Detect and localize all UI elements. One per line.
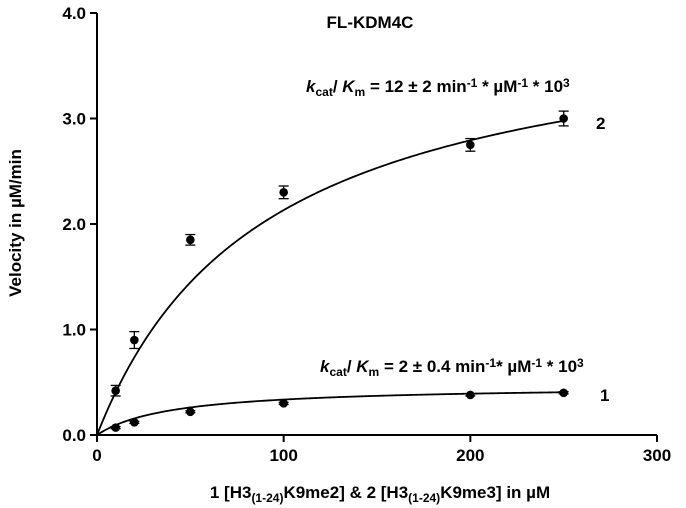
data-point-series-1 [130,418,139,427]
x-tick-label: 0 [92,446,101,465]
data-point-series-1 [279,399,288,408]
data-point-series-2 [466,140,475,150]
data-point-series-2 [111,386,120,395]
y-tick-label: 0.0 [62,426,86,445]
data-point-series-2 [559,114,568,123]
fit-curve-series-1 [96,391,564,436]
data-point-series-2 [279,188,288,197]
series-2-label: 2 [596,114,605,133]
series-1-label: 1 [600,386,609,405]
x-tick-label: 300 [643,446,671,465]
chart-title: FL-KDM4C [327,13,414,32]
data-point-series-2 [186,235,195,245]
ticks: 0.0 1.0 2.0 3.0 4.0 0 100 200 300 [62,4,671,465]
x-axis-label: 1 [H3(1-24)K9me2] & 2 [H3(1-24)K9me3] in… [210,483,550,505]
series-2-kinetics-annotation: kcat/ Km = 12 ± 2 min-1 * µM-1 * 103 [306,76,570,98]
data-point-series-1 [111,423,120,432]
data-point-series-2 [130,335,139,345]
series-1-kinetics-annotation: kcat/ Km = 2 ± 0.4 min-1* µM-1 * 103 [320,356,584,378]
y-tick-label: 1.0 [62,321,86,340]
x-tick-label: 200 [456,446,484,465]
y-axis-label: Velocity in µM/min [6,149,25,297]
fit-curve-series-2 [96,119,564,436]
fit-curves [96,119,564,436]
data-point-series-1 [186,407,195,417]
x-tick-label: 100 [269,446,297,465]
data-point-series-1 [466,390,475,400]
y-tick-label: 4.0 [62,4,86,23]
y-tick-label: 3.0 [62,110,86,129]
data-point-series-1 [559,388,568,398]
y-tick-label: 2.0 [62,215,86,234]
data-points [110,110,569,432]
